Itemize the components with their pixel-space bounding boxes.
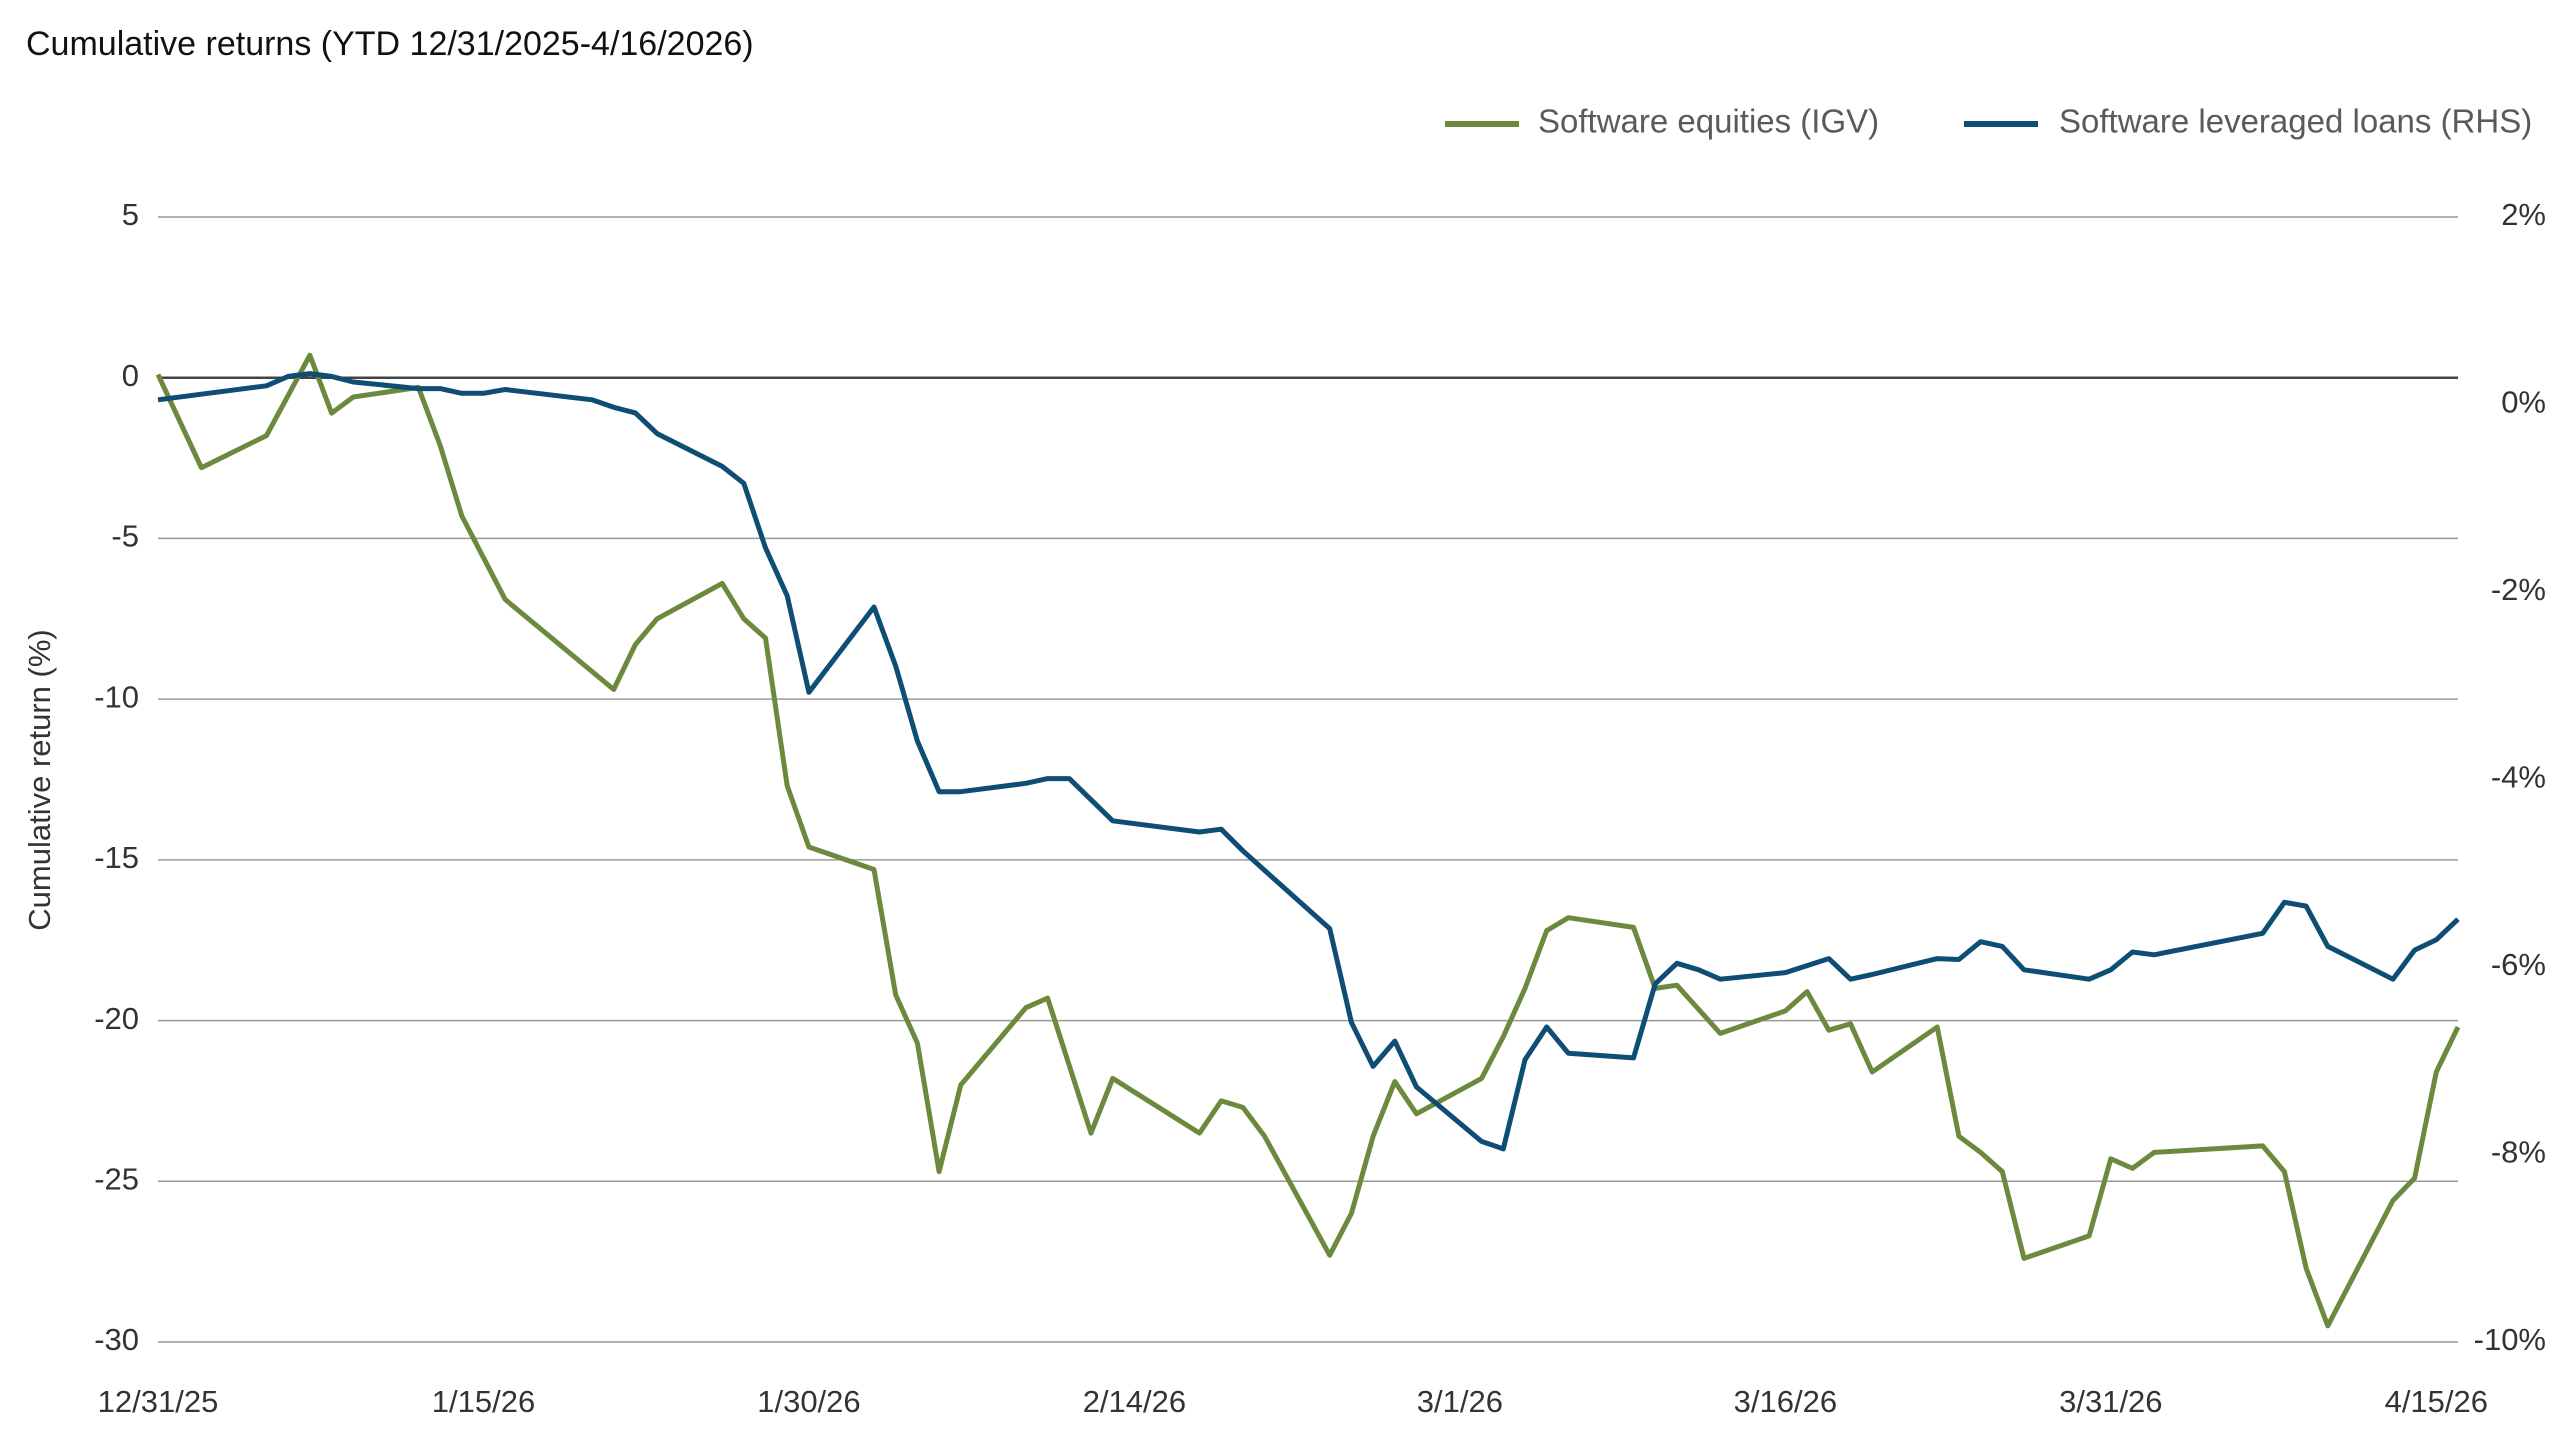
chart-title: Cumulative returns (YTD 12/31/2025-4/16/… xyxy=(26,25,754,63)
x-tick-label: 1/15/26 xyxy=(432,1384,535,1419)
x-tick-label: 4/15/26 xyxy=(2385,1384,2488,1419)
y-tick-label: -20 xyxy=(94,1001,139,1036)
legend-label: Software leveraged loans (RHS) xyxy=(2059,103,2532,140)
y-tick-label: 0 xyxy=(122,358,139,393)
x-tick-label: 2/14/26 xyxy=(1083,1384,1186,1419)
y2-tick-label: -10% xyxy=(2474,1322,2546,1357)
x-tick-label: 12/31/25 xyxy=(98,1384,219,1419)
y2-tick-label: 2% xyxy=(2501,197,2546,232)
series-line xyxy=(157,371,2460,1152)
y2-tick-label: -2% xyxy=(2491,572,2546,607)
y-tick-label: 5 xyxy=(122,197,139,232)
y-tick-label: -5 xyxy=(111,519,139,554)
y-tick-label: -25 xyxy=(94,1161,139,1196)
y2-tick-label: -6% xyxy=(2491,947,2546,982)
y-axis-title: Cumulative return (%) xyxy=(22,629,57,930)
y2-tick-label: -4% xyxy=(2491,760,2546,795)
y-tick-label: -30 xyxy=(94,1322,139,1357)
x-tick-label: 1/30/26 xyxy=(757,1384,860,1419)
series-line xyxy=(155,352,2461,1329)
x-tick-label: 3/16/26 xyxy=(1734,1384,1837,1419)
y2-tick-label: -8% xyxy=(2491,1135,2546,1170)
y-tick-label: -10 xyxy=(94,679,139,714)
legend-label: Software equities (IGV) xyxy=(1538,103,1879,140)
x-tick-label: 3/31/26 xyxy=(2059,1384,2162,1419)
y2-tick-label: 0% xyxy=(2501,385,2546,420)
y-tick-label: -15 xyxy=(94,840,139,875)
x-tick-label: 3/1/26 xyxy=(1417,1384,1503,1419)
